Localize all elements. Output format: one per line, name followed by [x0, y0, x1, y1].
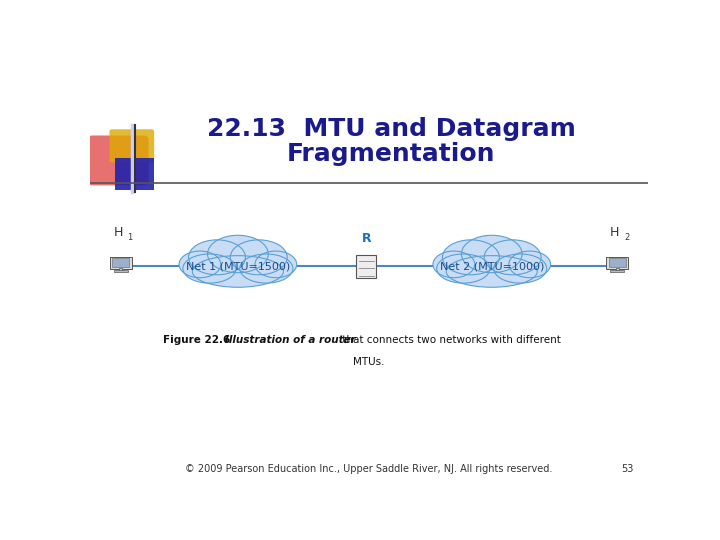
Bar: [616, 268, 618, 271]
Ellipse shape: [484, 240, 541, 275]
Text: Fragmentation: Fragmentation: [287, 142, 495, 166]
Bar: [356, 255, 377, 278]
Text: H: H: [610, 226, 619, 239]
Text: that connects two networks with different: that connects two networks with differen…: [339, 335, 562, 345]
Text: H: H: [114, 226, 123, 239]
Ellipse shape: [240, 254, 293, 283]
Ellipse shape: [179, 251, 221, 278]
Ellipse shape: [437, 254, 490, 283]
Text: Net 2 (MTU=1000): Net 2 (MTU=1000): [440, 261, 544, 272]
FancyBboxPatch shape: [87, 136, 148, 185]
Ellipse shape: [230, 240, 287, 275]
Text: 22.13  MTU and Datagram: 22.13 MTU and Datagram: [207, 117, 576, 141]
Text: © 2009 Pearson Education Inc., Upper Saddle River, NJ. All rights reserved.: © 2009 Pearson Education Inc., Upper Sad…: [185, 464, 553, 474]
Bar: [120, 268, 122, 271]
Ellipse shape: [494, 254, 546, 283]
Ellipse shape: [442, 240, 500, 275]
Text: 53: 53: [621, 464, 634, 474]
Bar: [609, 258, 626, 267]
Ellipse shape: [462, 235, 522, 273]
Text: MTUs.: MTUs.: [354, 357, 384, 367]
Bar: [114, 271, 127, 272]
Text: Figure 22.6: Figure 22.6: [163, 335, 233, 345]
Ellipse shape: [509, 251, 551, 278]
Bar: [112, 258, 129, 267]
Ellipse shape: [192, 255, 284, 287]
Text: 1: 1: [127, 233, 132, 241]
Bar: [606, 256, 629, 269]
Ellipse shape: [183, 254, 236, 283]
Ellipse shape: [207, 235, 269, 273]
Ellipse shape: [446, 255, 537, 287]
FancyBboxPatch shape: [109, 129, 154, 163]
Text: 2: 2: [624, 233, 629, 241]
Text: Illustration of a router: Illustration of a router: [225, 335, 356, 345]
Ellipse shape: [255, 251, 297, 278]
Bar: [611, 271, 624, 272]
Text: Net 1 (MTU=1500): Net 1 (MTU=1500): [186, 261, 290, 272]
Ellipse shape: [189, 240, 246, 275]
Bar: [109, 256, 132, 269]
Bar: [115, 158, 154, 190]
Ellipse shape: [433, 251, 474, 278]
Text: R: R: [361, 232, 371, 245]
